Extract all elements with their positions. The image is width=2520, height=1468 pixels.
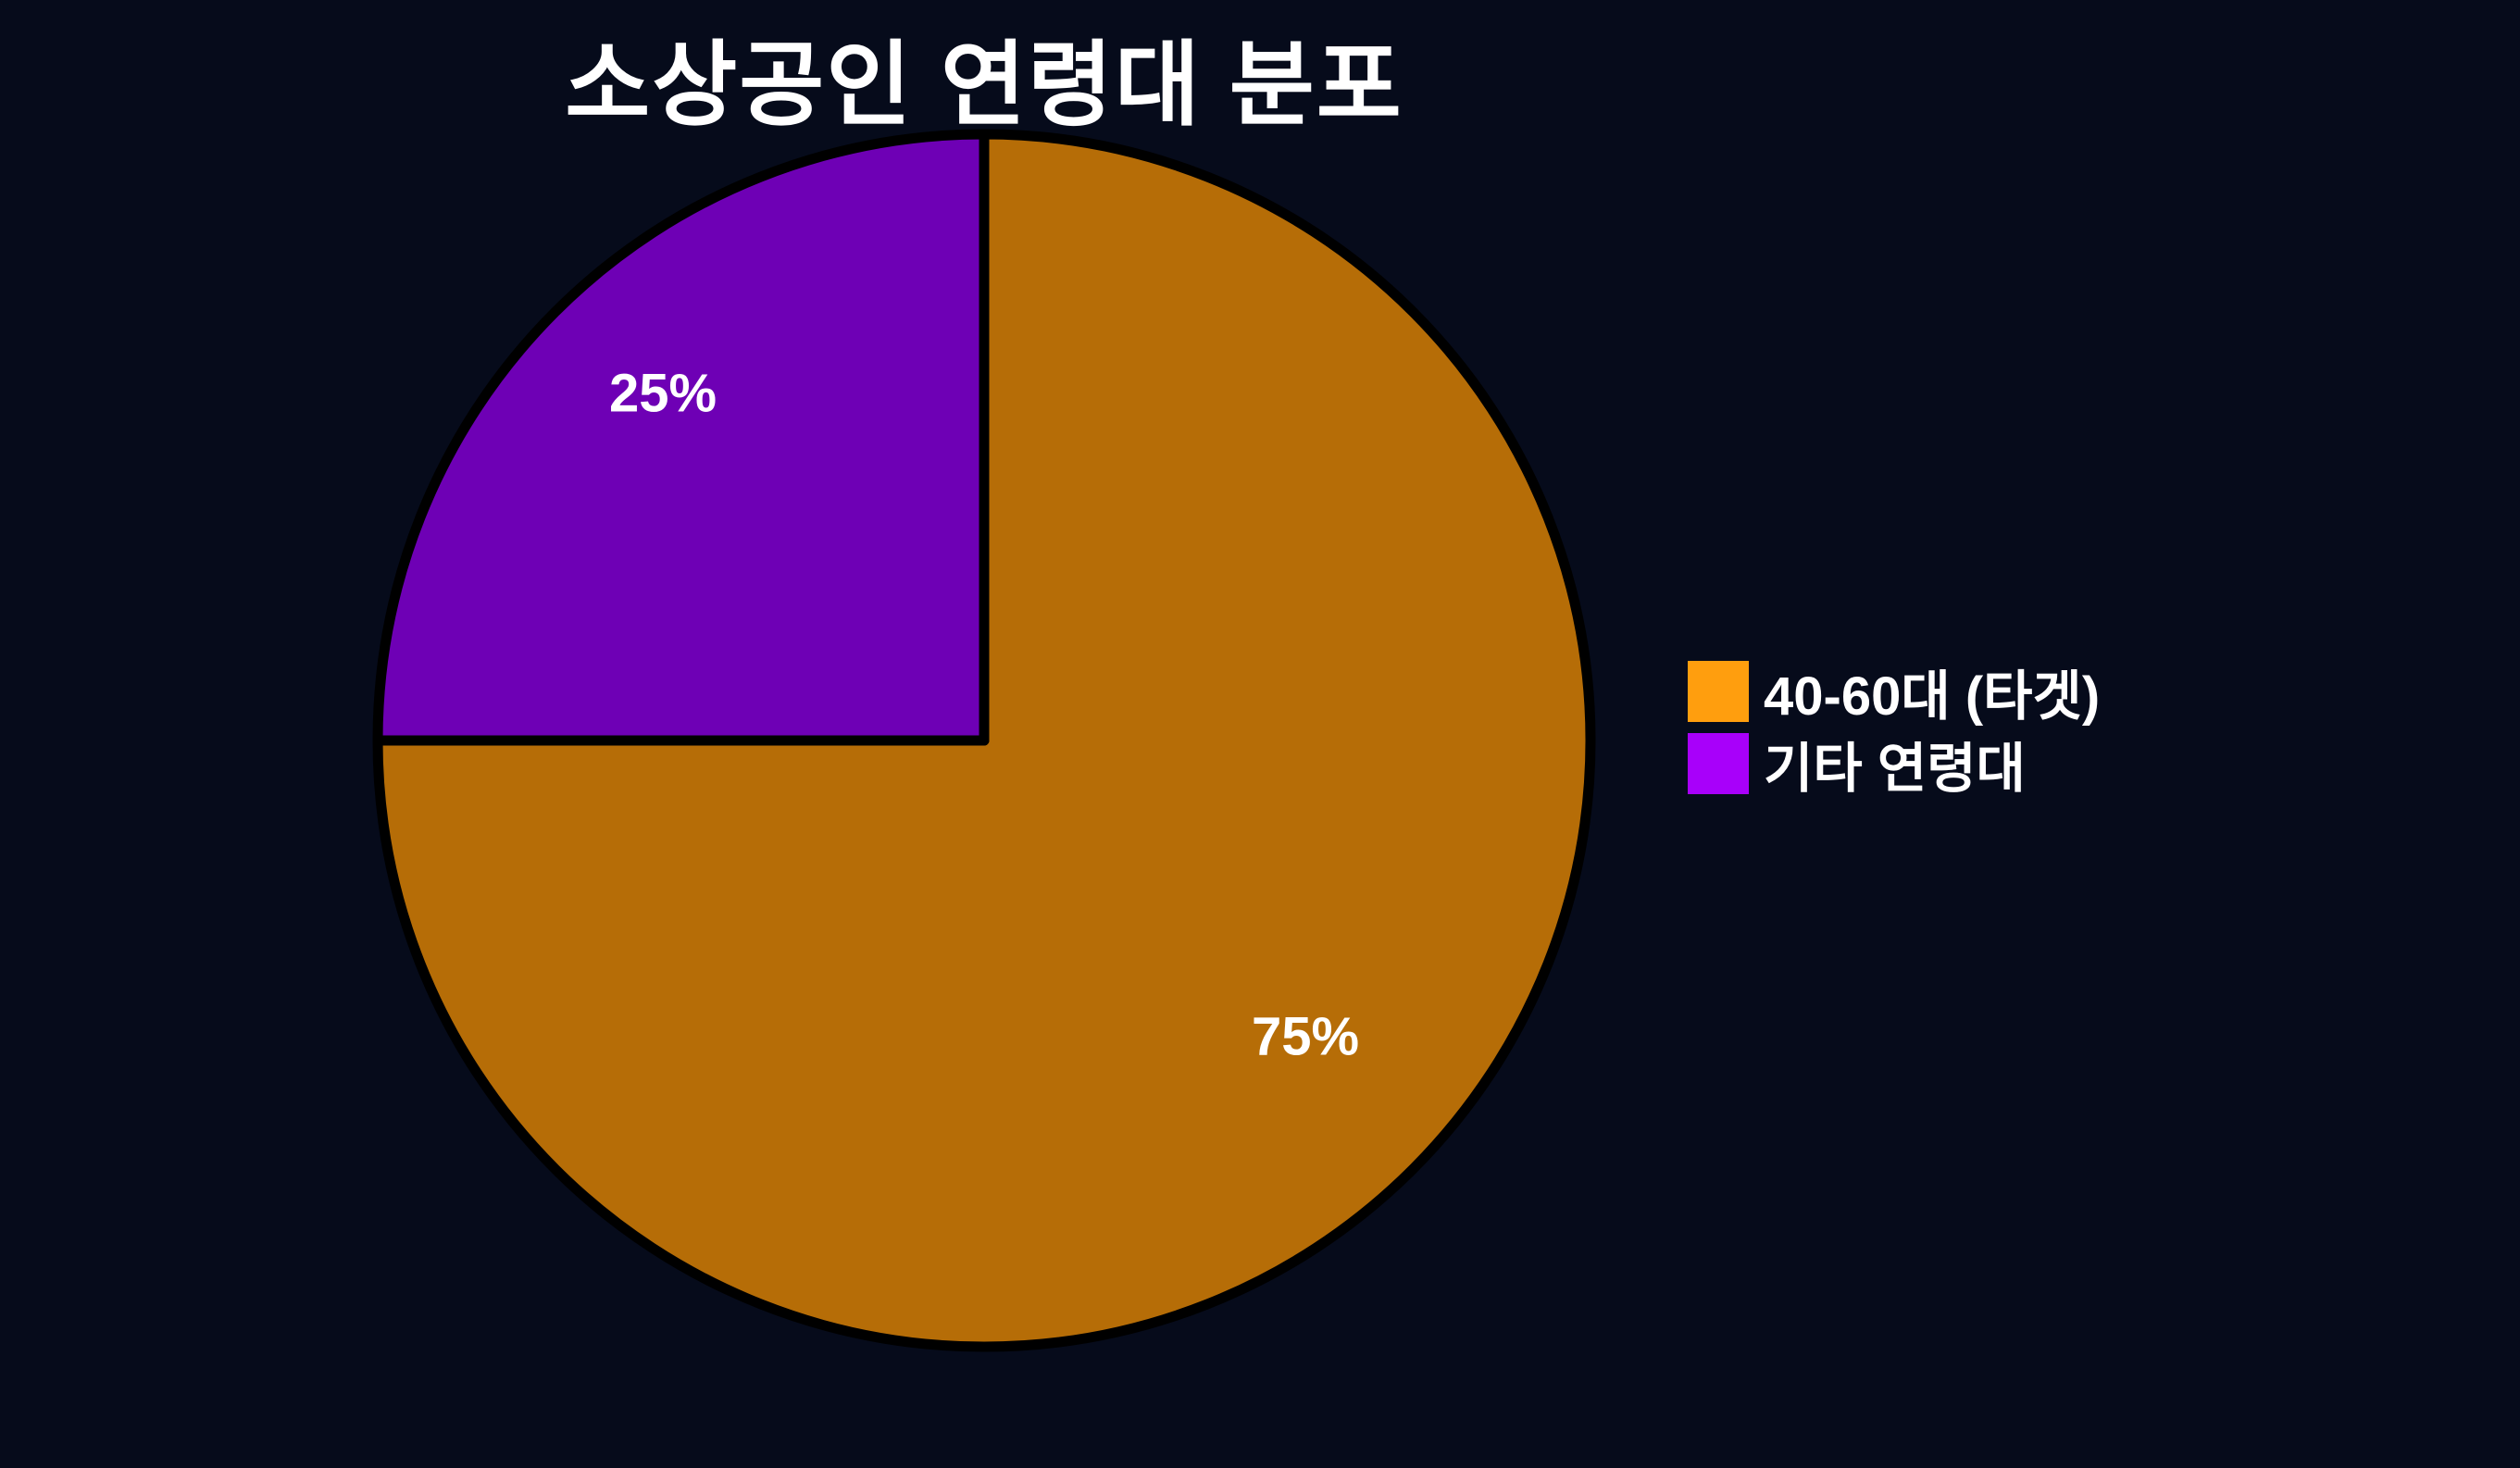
chart-title: 소상공인 연령대 분포 [565,33,1403,137]
pie-slice-other-ages [372,129,990,746]
pie-chart [372,129,1596,1352]
legend-item-other-ages: 기타 연령대 [1688,733,2100,799]
legend: 40-60대 (타겟) 기타 연령대 [1688,661,2100,799]
pie-slice-target-40-60 [372,129,1596,1352]
legend-swatch-target-40-60-icon [1688,661,1749,722]
pct-label-target-40-60: 75% [1251,1006,1360,1067]
legend-item-target-40-60: 40-60대 (타겟) [1688,661,2100,727]
legend-label-other-ages: 기타 연령대 [1764,739,2026,799]
legend-swatch-other-ages-icon [1688,733,1749,794]
legend-label-target-40-60: 40-60대 (타겟) [1764,666,2101,727]
pct-label-other-ages: 25% [608,363,717,424]
